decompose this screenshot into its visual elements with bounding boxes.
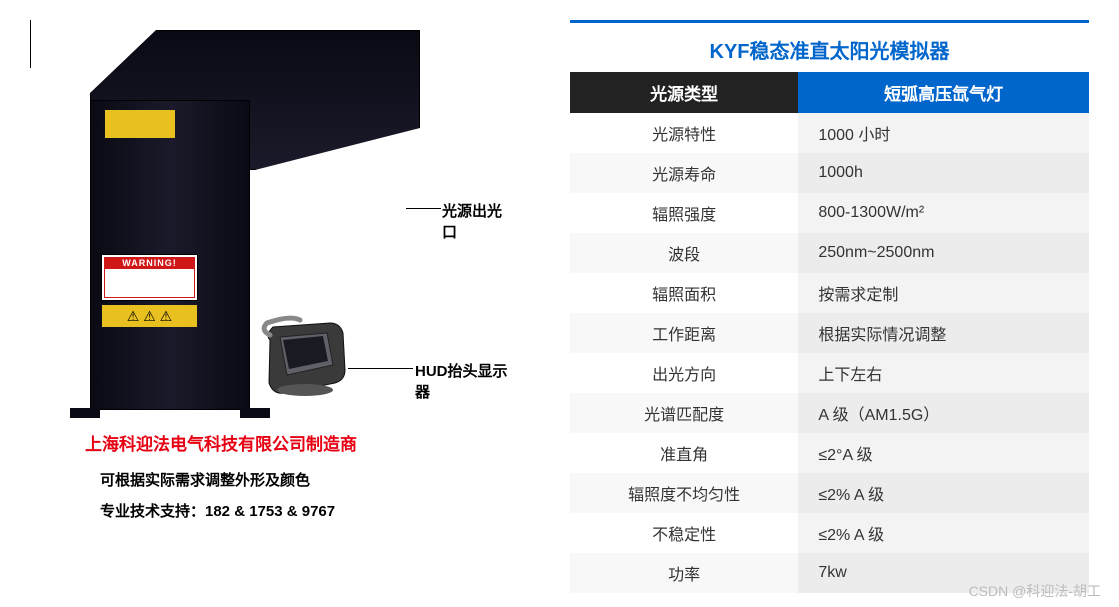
table-row: 光谱匹配度A 级（AM1.5G）: [570, 393, 1089, 433]
company-name: 上海科迎法电气科技有限公司制造商: [30, 430, 550, 455]
table-row: 不稳定性≤2% A 级: [570, 513, 1089, 553]
spec-panel: KYF稳态准直太阳光模拟器 光源类型 短弧高压氙气灯 光源特性1000 小时光源…: [550, 20, 1089, 567]
spec-value: 1000h: [798, 153, 1089, 193]
table-row: 光源寿命1000h: [570, 153, 1089, 193]
watermark: CSDN @科迎法-胡工: [969, 581, 1101, 601]
spec-key: 辐照强度: [570, 193, 798, 233]
device-illustration: WARNING! ⚠ ⚠ ⚠ 光源出光口 HUD抬头显示器: [30, 20, 510, 420]
warning-text: WARNING!: [104, 257, 195, 268]
spec-key: 光源特性: [570, 113, 798, 153]
spec-value: 1000 小时: [798, 113, 1089, 153]
table-row: 波段250nm~2500nm: [570, 233, 1089, 273]
callout-hud: HUD抬头显示器: [415, 360, 510, 402]
spec-key: 光谱匹配度: [570, 393, 798, 433]
hud-display-icon: [255, 315, 355, 405]
spec-key: 出光方向: [570, 353, 798, 393]
table-row: 出光方向上下左右: [570, 353, 1089, 393]
table-row: 工作距离根据实际情况调整: [570, 313, 1089, 353]
product-figure: WARNING! ⚠ ⚠ ⚠ 光源出光口 HUD抬头显示器 上海科迎法电气科技有…: [30, 20, 550, 567]
spec-key: 辐照面积: [570, 273, 798, 313]
spec-table: 光源类型 短弧高压氙气灯 光源特性1000 小时光源寿命1000h辐照强度800…: [570, 72, 1089, 593]
warning-triangles: ⚠ ⚠ ⚠: [102, 305, 197, 327]
table-row: 光源特性1000 小时: [570, 113, 1089, 153]
spec-key: 波段: [570, 233, 798, 273]
spec-key: 工作距离: [570, 313, 798, 353]
table-row: 准直角≤2°A 级: [570, 433, 1089, 473]
table-row: 辐照面积按需求定制: [570, 273, 1089, 313]
spec-key: 不稳定性: [570, 513, 798, 553]
spec-key: 功率: [570, 553, 798, 593]
spec-value: 按需求定制: [798, 273, 1089, 313]
spec-key: 辐照度不均匀性: [570, 473, 798, 513]
spec-value: ≤2°A 级: [798, 433, 1089, 473]
table-header-left: 光源类型: [570, 72, 798, 113]
table-row: 辐照强度800-1300W/m²: [570, 193, 1089, 233]
spec-value: A 级（AM1.5G）: [798, 393, 1089, 433]
spec-value: ≤2% A 级: [798, 473, 1089, 513]
warning-label-red: WARNING!: [102, 255, 197, 300]
spec-value: 250nm~2500nm: [798, 233, 1089, 273]
spec-value: 上下左右: [798, 353, 1089, 393]
table-header-right: 短弧高压氙气灯: [798, 72, 1089, 113]
spec-key: 光源寿命: [570, 153, 798, 193]
warning-label-yellow: [105, 110, 175, 138]
customization-note: 可根据实际需求调整外形及颜色: [30, 469, 550, 490]
spec-value: 根据实际情况调整: [798, 313, 1089, 353]
spec-key: 准直角: [570, 433, 798, 473]
support-contact: 专业技术支持：182 & 1753 & 9767: [30, 500, 550, 521]
table-title: KYF稳态准直太阳光模拟器: [570, 20, 1089, 72]
table-row: 辐照度不均匀性≤2% A 级: [570, 473, 1089, 513]
spec-value: 800-1300W/m²: [798, 193, 1089, 233]
spec-value: ≤2% A 级: [798, 513, 1089, 553]
callout-light-exit: 光源出光口: [442, 200, 510, 242]
